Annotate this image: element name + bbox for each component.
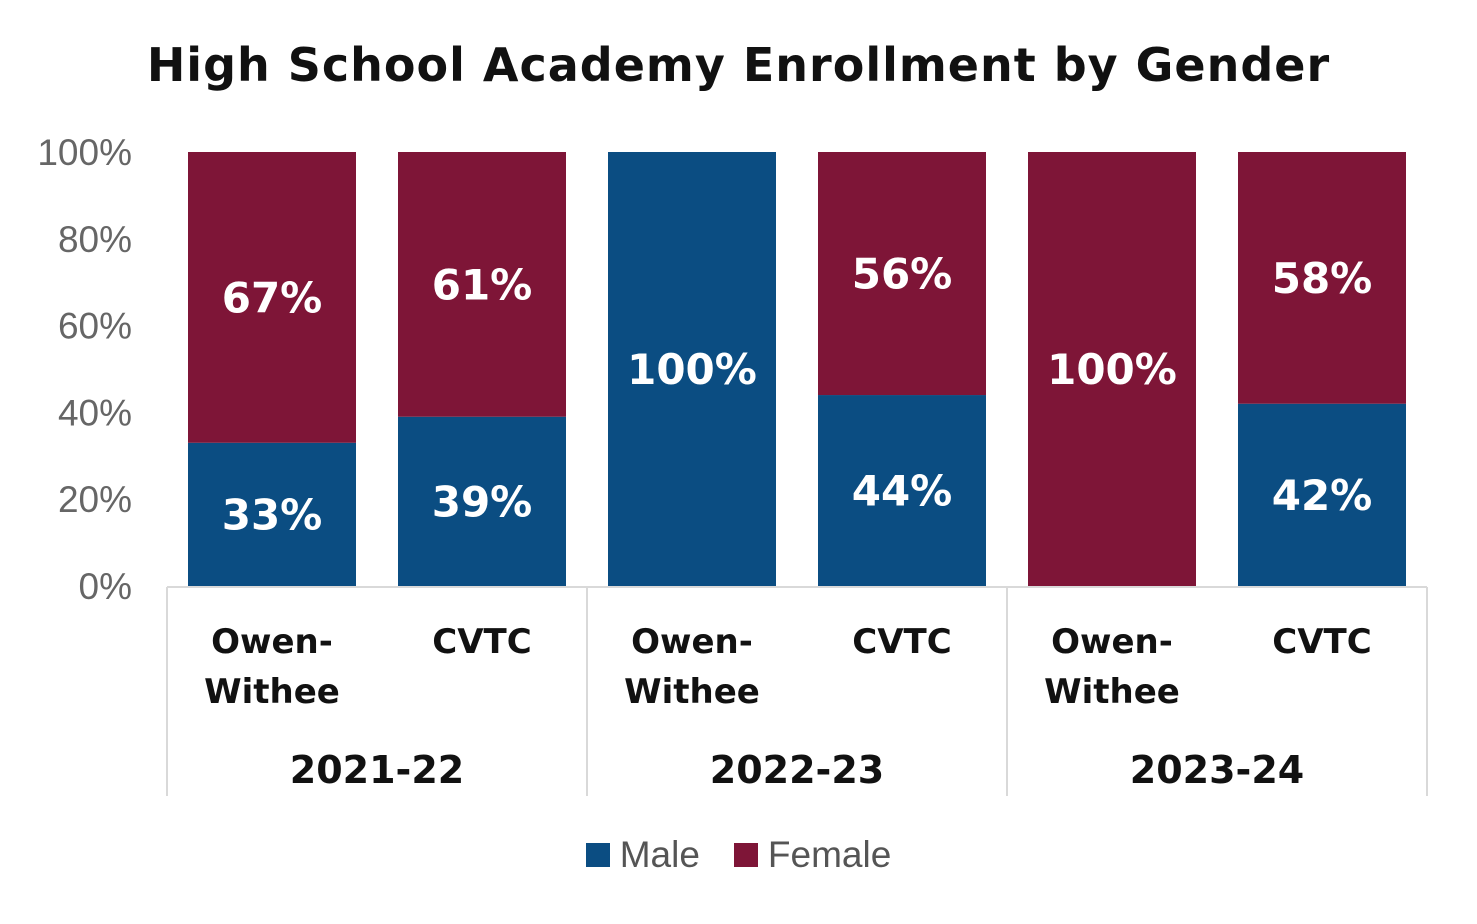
bar-female xyxy=(1238,152,1406,404)
x-category-label: Owen- xyxy=(1051,622,1173,662)
data-label: 67% xyxy=(222,273,323,322)
legend-swatch-male xyxy=(585,843,610,867)
data-label: 58% xyxy=(1272,254,1373,303)
bar-female xyxy=(1028,152,1196,586)
bar-female xyxy=(188,152,356,443)
x-group-label: 2022-23 xyxy=(710,748,884,792)
x-category-label: Owen- xyxy=(631,622,753,662)
bar-male xyxy=(188,442,356,586)
y-tick-label: 100% xyxy=(37,132,132,173)
bar-male xyxy=(1238,403,1406,586)
legend-swatch-female xyxy=(733,843,758,867)
x-category-label: Owen- xyxy=(211,622,333,662)
y-tick-label: 80% xyxy=(58,219,132,260)
bar-male xyxy=(398,416,566,586)
bar-female xyxy=(398,152,566,417)
data-label: 56% xyxy=(852,250,953,299)
data-label: 33% xyxy=(222,490,323,539)
data-label: 42% xyxy=(1272,471,1373,520)
x-group-label: 2021-22 xyxy=(290,748,464,792)
legend-label-male: Male xyxy=(619,834,700,875)
chart-title: High School Academy Enrollment by Gender xyxy=(146,38,1331,92)
chart-plot-area: 0% 20% 40% 60% 80% 100% 33% 67% Owen- Withee 39% 61… xyxy=(37,132,1428,796)
bar-male xyxy=(818,395,986,586)
x-category-label: Withee xyxy=(624,672,760,712)
bar-female xyxy=(818,152,986,396)
x-category-label: Withee xyxy=(204,672,340,712)
x-category-label: CVTC xyxy=(1272,622,1371,662)
data-label: 100% xyxy=(627,345,757,394)
y-tick-label: 20% xyxy=(58,479,132,520)
legend-item-male: Male xyxy=(585,834,700,876)
chart-legend: Male Female xyxy=(0,834,1477,876)
data-label: 44% xyxy=(852,467,953,516)
x-group-label: 2023-24 xyxy=(1130,748,1304,792)
data-label: 61% xyxy=(432,260,533,309)
x-category-label: CVTC xyxy=(852,622,951,662)
x-category-label: Withee xyxy=(1044,672,1180,712)
legend-label-female: Female xyxy=(767,834,892,875)
y-tick-label: 60% xyxy=(58,306,132,347)
y-tick-label: 40% xyxy=(58,392,132,433)
data-label: 39% xyxy=(432,477,533,526)
y-tick-label: 0% xyxy=(79,566,132,607)
legend-item-female: Female xyxy=(733,834,892,876)
x-category-label: CVTC xyxy=(432,622,531,662)
data-label: 100% xyxy=(1047,345,1177,394)
bar-male xyxy=(608,152,776,586)
